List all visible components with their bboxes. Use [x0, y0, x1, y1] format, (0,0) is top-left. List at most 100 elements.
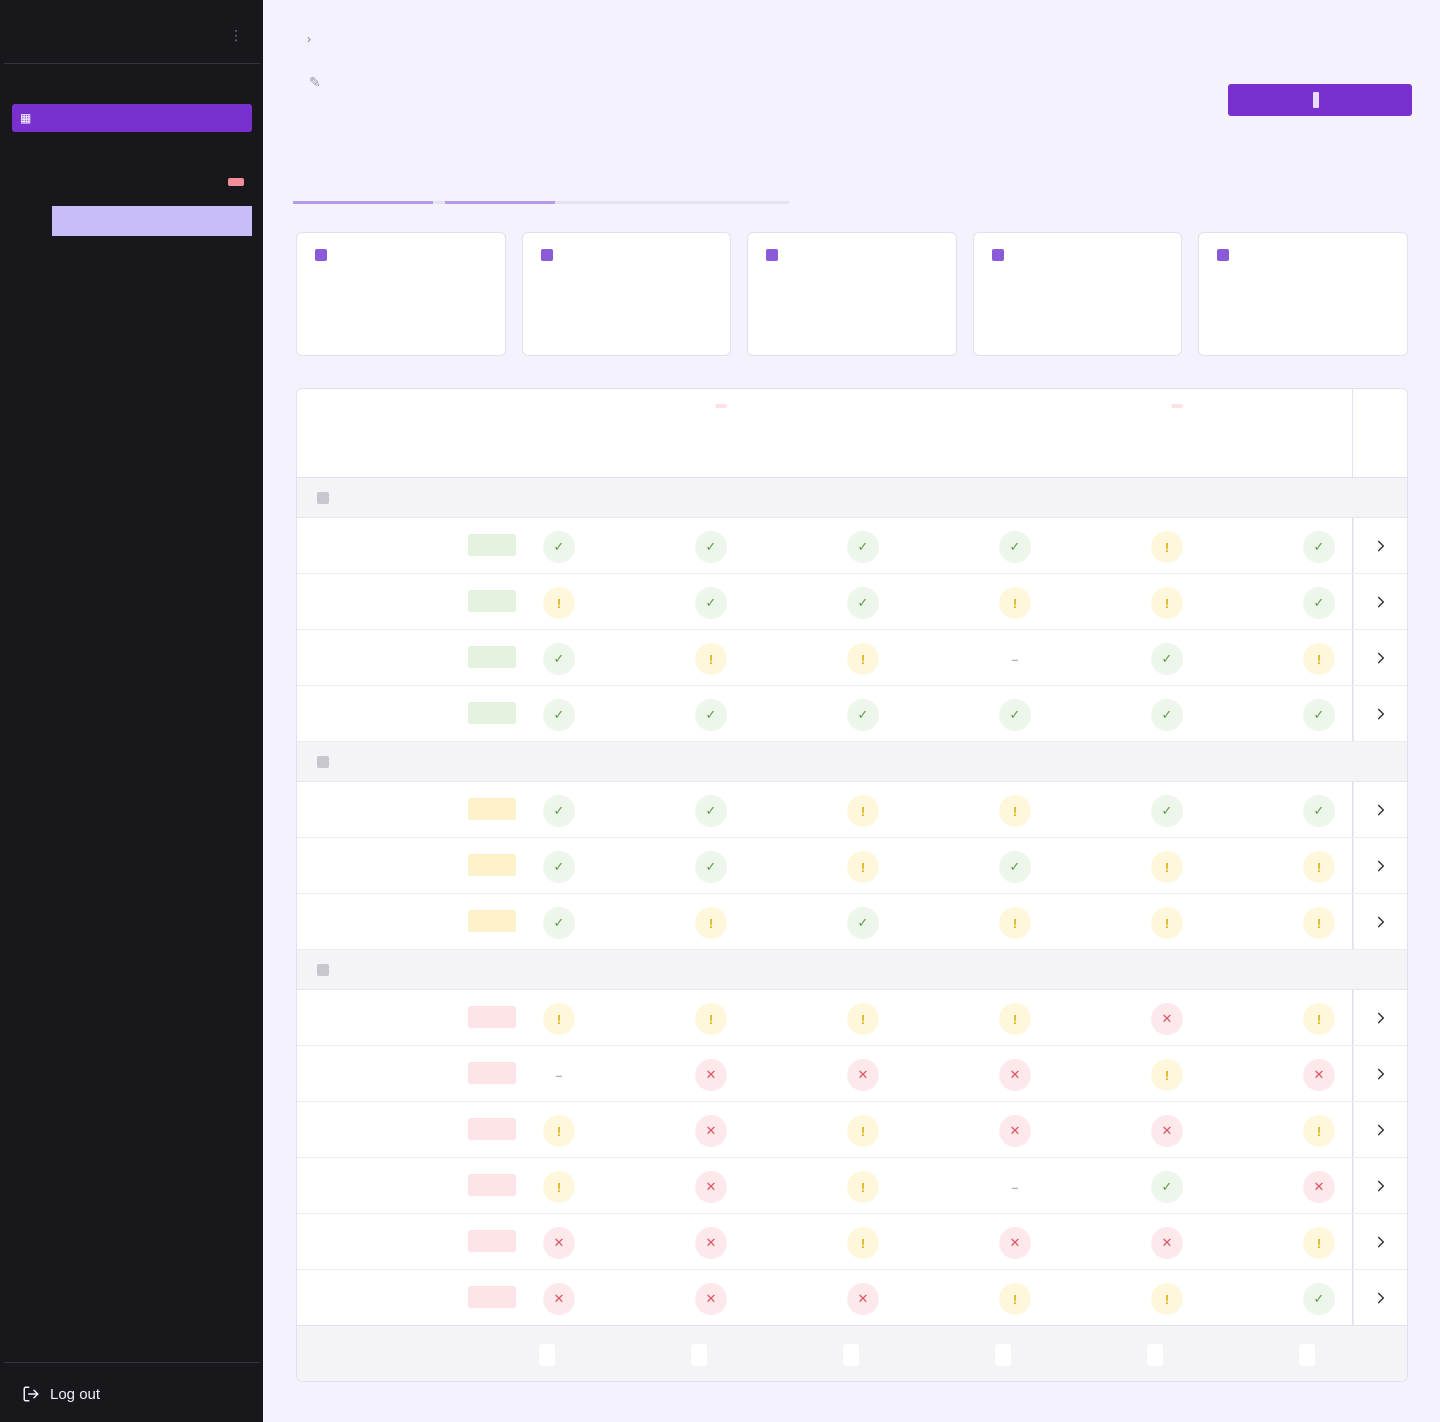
status-bad-icon: ✕: [695, 1115, 727, 1147]
tab-step-2[interactable]: [445, 168, 555, 204]
status-ok-icon: ✓: [847, 587, 879, 619]
row-expand-button[interactable]: [1353, 894, 1407, 950]
stat-card: [972, 232, 1183, 356]
chevron-right-icon: [1377, 1124, 1384, 1136]
score-cell: ✓: [695, 531, 775, 563]
status-bad-icon: ✕: [847, 1283, 879, 1315]
score-cell: !: [847, 1003, 927, 1035]
table-row[interactable]: ! ✕! – ✓ ✕: [297, 1158, 1407, 1214]
status-warn-icon: !: [847, 1171, 879, 1203]
row-expand-button[interactable]: [1353, 518, 1407, 574]
status-bad-icon: ✕: [999, 1115, 1031, 1147]
score-cell: !: [847, 1171, 927, 1203]
row-expand-button[interactable]: [1353, 574, 1407, 630]
sidebar-item-active[interactable]: ▦: [12, 104, 252, 132]
table-row[interactable]: ✕ ✕! ✕ ✕!: [297, 1214, 1407, 1270]
status-ok-icon: ✓: [695, 699, 727, 731]
score-cell: !: [1151, 587, 1231, 619]
status-warn-icon: !: [847, 851, 879, 883]
table-row[interactable]: ! ✕! ✕ ✕!: [297, 1102, 1407, 1158]
score-cell: ✕: [1151, 1003, 1231, 1035]
row-expand-button[interactable]: [1353, 686, 1407, 742]
primary-action-button[interactable]: [1228, 84, 1412, 116]
sidebar-subitem-4[interactable]: [52, 242, 252, 270]
status-warn-icon: !: [847, 1227, 879, 1259]
status-warn-icon: !: [847, 1115, 879, 1147]
table-row[interactable]: ✓ ✓! ✓!!: [297, 838, 1407, 894]
score-cell: ✕: [695, 1059, 775, 1091]
row-expand-button[interactable]: [1353, 990, 1407, 1046]
score-cell: !: [1151, 531, 1231, 563]
status-warn-icon: !: [847, 643, 879, 675]
status-ok-icon: ✓: [999, 851, 1031, 883]
row-expand-button[interactable]: [1353, 630, 1407, 686]
collapse-sidebar-icon[interactable]: ⋮: [229, 26, 243, 43]
score-cell: ✓: [1303, 587, 1383, 619]
column-alert-flag: [715, 404, 727, 408]
stat-label: [1217, 249, 1389, 261]
status-warn-icon: !: [999, 587, 1031, 619]
chevron-right-icon: [1377, 1068, 1384, 1080]
row-expand-button[interactable]: [1353, 1214, 1407, 1270]
page-title: ✎: [299, 74, 321, 91]
score-cell: !: [999, 587, 1079, 619]
row-expand-button[interactable]: [1353, 838, 1407, 894]
column-header-5[interactable]: [1117, 399, 1237, 413]
score-cell: !: [999, 907, 1079, 939]
status-ok-icon: ✓: [1151, 699, 1183, 731]
column-header-2[interactable]: [661, 399, 781, 413]
score-cell: !: [1303, 1227, 1383, 1259]
status-warn-icon: !: [847, 795, 879, 827]
score-cell: ✕: [1151, 1227, 1231, 1259]
status-bad-icon: ✕: [695, 1171, 727, 1203]
score-cell: ✓: [847, 531, 927, 563]
status-ok-icon: ✓: [1303, 1283, 1335, 1315]
sticky-column-divider: [1352, 389, 1353, 1381]
status-bad-icon: ✕: [1151, 1003, 1183, 1035]
table-row[interactable]: ✕ ✕ ✕!! ✓: [297, 1270, 1407, 1326]
footer-total: [691, 1344, 707, 1366]
score-cell: –: [999, 1172, 1079, 1202]
table-row[interactable]: ✓ ✓ ✓ ✓ ✓ ✓: [297, 686, 1407, 742]
row-expand-button[interactable]: [1353, 1158, 1407, 1214]
sidebar-subitem-2[interactable]: [52, 174, 252, 202]
row-expand-button[interactable]: [1353, 782, 1407, 838]
status-ok-icon: ✓: [999, 531, 1031, 563]
score-cell: ✓: [1303, 1283, 1383, 1315]
edit-icon[interactable]: ✎: [309, 74, 321, 90]
row-expand-button[interactable]: [1353, 1270, 1407, 1326]
status-ok-icon: ✓: [1303, 699, 1335, 731]
status-bad-icon: ✕: [695, 1227, 727, 1259]
logout-button[interactable]: Log out: [22, 1385, 100, 1403]
status-ok-icon: ✓: [695, 531, 727, 563]
table-row[interactable]: ✓ ✓ ✓ ✓! ✓: [297, 518, 1407, 574]
status-badge: [468, 1062, 516, 1084]
row-expand-button[interactable]: [1353, 1046, 1407, 1102]
status-ok-icon: ✓: [695, 851, 727, 883]
tab-step-1[interactable]: [293, 168, 433, 204]
tab-step-4[interactable]: [655, 168, 775, 201]
table-footer: [297, 1325, 1407, 1381]
sidebar-subitem-1[interactable]: [52, 140, 252, 168]
tab-step-3[interactable]: [555, 168, 655, 201]
score-cell: ✓: [543, 795, 623, 827]
status-badge: [468, 854, 516, 876]
sidebar-subitem-5[interactable]: [52, 276, 252, 304]
score-cell: –: [543, 1060, 623, 1090]
chevron-right-icon: [1377, 804, 1384, 816]
sidebar-subitem-3[interactable]: [52, 206, 252, 236]
status-warn-icon: !: [695, 643, 727, 675]
table-row[interactable]: ✓! ✓!!!: [297, 894, 1407, 950]
table-row[interactable]: ✓ ✓!! ✓ ✓: [297, 782, 1407, 838]
score-cell: !: [1303, 907, 1383, 939]
table-row[interactable]: ! ✓ ✓!! ✓: [297, 574, 1407, 630]
table-row[interactable]: !!!! ✕!: [297, 990, 1407, 1046]
score-cell: ✕: [695, 1115, 775, 1147]
score-cell: ✕: [695, 1283, 775, 1315]
score-cell: !: [1151, 907, 1231, 939]
table-row[interactable]: – ✕ ✕ ✕! ✕: [297, 1046, 1407, 1102]
score-cell: ✓: [543, 643, 623, 675]
table-row[interactable]: ✓!! – ✓!: [297, 630, 1407, 686]
row-expand-button[interactable]: [1353, 1102, 1407, 1158]
status-ok-icon: ✓: [543, 851, 575, 883]
